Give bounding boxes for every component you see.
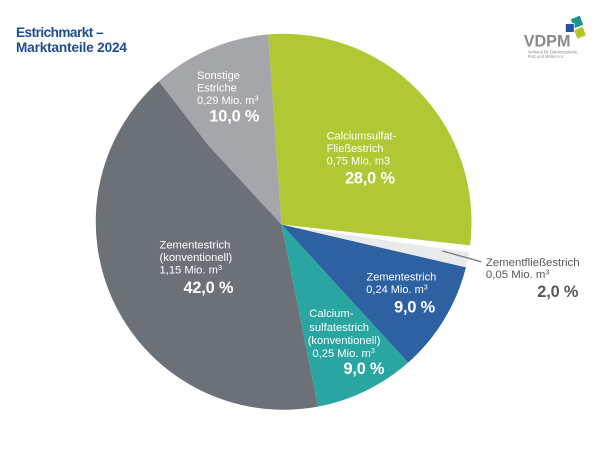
svg-text:sulfatestrich: sulfatestrich: [309, 322, 369, 334]
svg-text:Zementfließestrich: Zementfließestrich: [486, 257, 580, 269]
svg-text:Calcium-: Calcium-: [309, 308, 353, 320]
svg-text:0,75 Mio. m3: 0,75 Mio. m3: [327, 156, 391, 168]
svg-text:9,0 %: 9,0 %: [394, 298, 436, 316]
svg-text:Putz und Mörtel e.V.: Putz und Mörtel e.V.: [528, 54, 565, 59]
svg-text:(konventionell): (konventionell): [160, 252, 233, 264]
svg-text:0,24 Mio. m3: 0,24 Mio. m3: [366, 284, 427, 296]
svg-text:Sonstige: Sonstige: [197, 70, 240, 82]
svg-text:Zementestrich: Zementestrich: [160, 240, 231, 252]
svg-text:Estriche: Estriche: [197, 83, 237, 95]
svg-text:28,0 %: 28,0 %: [345, 170, 395, 188]
svg-text:Verband für Dämmsysteme,: Verband für Dämmsysteme,: [528, 49, 579, 54]
svg-text:0,25 Mio. m3: 0,25 Mio. m3: [312, 346, 374, 360]
svg-text:2,0 %: 2,0 %: [537, 283, 579, 301]
svg-text:0,05 Mio. m3: 0,05 Mio. m3: [486, 267, 550, 281]
svg-text:VDPM: VDPM: [524, 33, 571, 51]
svg-text:0,29 Mio. m3: 0,29 Mio. m3: [197, 95, 258, 107]
svg-text:Marktanteile 2024: Marktanteile 2024: [16, 40, 127, 55]
svg-text:10,0 %: 10,0 %: [209, 107, 259, 125]
svg-text:9,0 %: 9,0 %: [344, 360, 386, 378]
svg-text:Calciumsulfat-: Calciumsulfat-: [327, 131, 397, 143]
svg-text:Estrichmarkt –: Estrichmarkt –: [16, 25, 104, 40]
svg-text:(konventionell): (konventionell): [308, 335, 381, 347]
svg-text:Zementestrich: Zementestrich: [367, 271, 437, 283]
svg-text:Fließestrich: Fließestrich: [327, 143, 384, 155]
svg-text:42,0 %: 42,0 %: [184, 279, 234, 297]
svg-text:1,15 Mio. m3: 1,15 Mio. m3: [160, 263, 222, 277]
